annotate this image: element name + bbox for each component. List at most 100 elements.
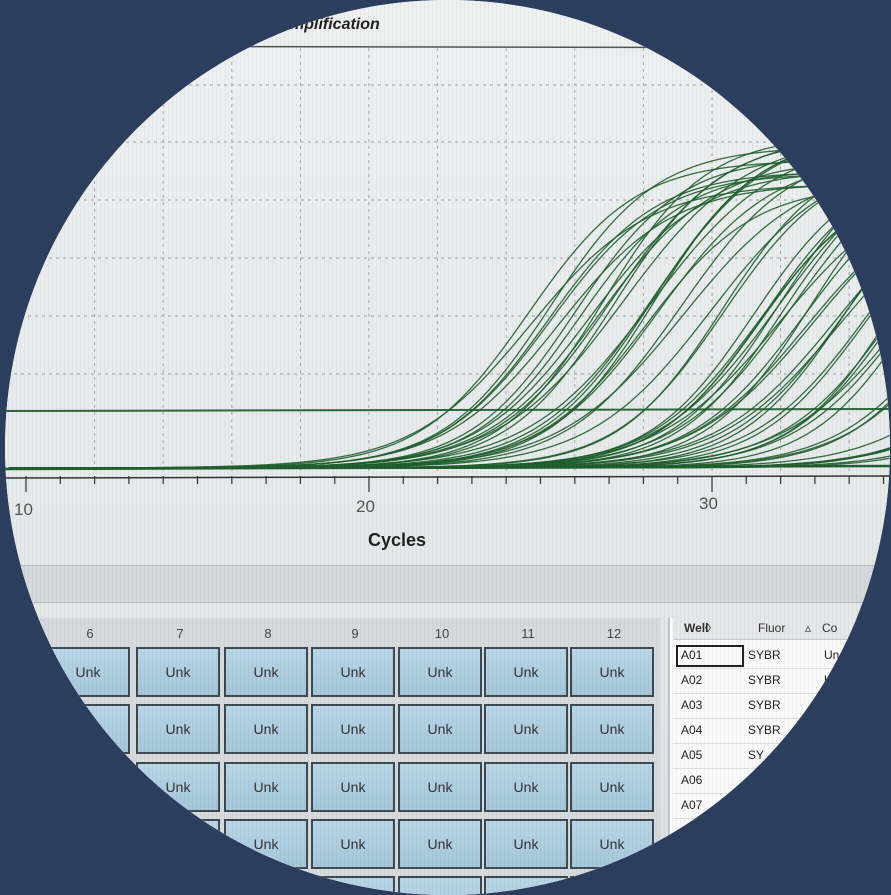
plate-well[interactable]: Unk — [46, 762, 130, 812]
table-row-divider — [673, 693, 890, 694]
col-header-well[interactable]: Well — [684, 621, 709, 635]
table-cell-well[interactable]: A06 — [681, 773, 703, 787]
plate-column-header-7[interactable]: 7 — [176, 626, 184, 641]
amplification-curve-40 — [8, 169, 890, 469]
plate-well[interactable]: Unk — [46, 647, 130, 697]
amplification-curve-4 — [8, 187, 890, 469]
plate-well[interactable]: Unk — [136, 762, 220, 812]
plate-well[interactable]: Unk — [484, 647, 568, 697]
table-row-divider — [673, 818, 890, 819]
plate-well[interactable]: Unk — [46, 819, 130, 869]
monitor-screen: mplification 10 20 30 Cycles 6 7 8 9 10 11 12 U… — [5, 0, 890, 895]
amplification-curve-59 — [8, 323, 890, 469]
table-cell-well[interactable]: A02 — [681, 673, 703, 687]
plate-well[interactable]: Unk — [484, 819, 568, 869]
plate-well[interactable]: Unk — [224, 876, 308, 895]
col-header-content[interactable]: Co — [822, 621, 838, 635]
amplification-curve-14 — [8, 201, 890, 469]
threshold-line — [5, 408, 890, 412]
plate-well[interactable]: Unk — [46, 876, 130, 895]
plate-well[interactable]: Unk — [224, 762, 308, 812]
amplification-curve-42 — [8, 172, 890, 469]
table-cell-fluor[interactable]: SYBR — [748, 673, 781, 687]
table-cell-well[interactable]: A03 — [681, 698, 703, 712]
table-cell-fluor[interactable]: SYBR — [748, 698, 781, 712]
plate-well[interactable]: Unk — [570, 819, 654, 869]
col-header-fluor[interactable]: Fluor — [758, 621, 786, 635]
table-row-divider — [673, 718, 890, 719]
amplification-curve-56 — [8, 159, 890, 469]
table-cell-well[interactable]: A01 — [681, 648, 703, 662]
amplification-curve-1 — [8, 252, 890, 469]
plate-well[interactable]: Unk — [136, 647, 220, 697]
x-tick-20: 20 — [356, 497, 375, 516]
amplification-curve-48 — [8, 284, 890, 469]
table-row-divider — [673, 768, 890, 769]
plot-top-border — [5, 45, 890, 49]
well-table — [668, 618, 890, 895]
x-tick-30: 30 — [699, 494, 718, 513]
plate-column-header-8[interactable]: 8 — [264, 626, 272, 641]
splitter-bar[interactable] — [5, 565, 890, 603]
plate-well[interactable]: Unk — [311, 762, 395, 812]
plate-well[interactable]: Unk — [398, 876, 482, 895]
plate-column-header-6[interactable]: 6 — [86, 626, 94, 641]
baseline-curve-bundle — [5, 464, 890, 471]
plate-well[interactable]: Unk — [136, 704, 220, 754]
amplification-curve-47 — [8, 135, 890, 469]
plate-column-header-10[interactable]: 10 — [434, 626, 450, 641]
plate-well[interactable]: Unk — [136, 819, 220, 869]
plate-column-header-11[interactable]: 11 — [521, 626, 535, 641]
table-cell-content[interactable]: U — [824, 673, 833, 687]
plate-well[interactable]: Unk — [224, 704, 308, 754]
table-cell-well[interactable]: A07 — [681, 798, 703, 812]
plate-well[interactable]: Unk — [570, 876, 654, 895]
table-row-divider — [673, 743, 890, 744]
plate-well[interactable]: Unk — [398, 762, 482, 812]
plate-well[interactable]: Unk — [46, 704, 130, 754]
selected-cell-outline — [676, 645, 744, 667]
amplification-curve-9 — [8, 198, 890, 469]
plate-well[interactable]: Unk — [398, 819, 482, 869]
plate-column-header-12[interactable]: 12 — [606, 626, 622, 641]
plate-well[interactable]: Unk — [484, 876, 568, 895]
photo-circle-mask: mplification 10 20 30 Cycles 6 7 8 9 10 11 12 U… — [5, 0, 890, 895]
x-tick-10: 10 — [14, 500, 33, 519]
table-cell-fluor[interactable]: SYBR — [748, 648, 781, 662]
well-table-header — [673, 617, 890, 640]
amplification-curve-49 — [8, 182, 890, 469]
x-axis-line — [5, 475, 890, 479]
table-row-divider — [673, 793, 890, 794]
amplification-curve-54 — [8, 190, 890, 469]
plate-well[interactable]: Unk — [484, 762, 568, 812]
table-cell-fluor[interactable]: SYBR — [748, 723, 781, 737]
amplification-curve-38 — [8, 160, 890, 469]
table-cell-well[interactable]: A05 — [681, 748, 703, 762]
table-cell-fluor[interactable]: SY — [748, 748, 765, 762]
plate-well[interactable]: Unk — [570, 704, 654, 754]
amplification-curve-3 — [8, 161, 890, 469]
plate-well[interactable]: Unk — [570, 647, 654, 697]
plate-well[interactable]: Unk — [311, 704, 395, 754]
plate-well[interactable]: Unk — [398, 704, 482, 754]
plate-column-header-9[interactable]: 9 — [351, 626, 359, 641]
sort-icon[interactable]: ◊ — [705, 621, 711, 635]
chart-title: mplification — [290, 16, 380, 33]
table-cell-well[interactable]: A04 — [681, 723, 703, 737]
plate-well[interactable]: Unk — [398, 647, 482, 697]
plate-well[interactable]: Unk — [224, 819, 308, 869]
plate-well[interactable]: Unk — [136, 876, 220, 895]
amplification-curve-52 — [8, 170, 890, 469]
amplification-curve-30 — [8, 336, 890, 469]
plate-well[interactable]: Unk — [484, 704, 568, 754]
table-cell-content[interactable]: Un — [824, 648, 840, 662]
plate-well[interactable]: Unk — [311, 819, 395, 869]
plate-well[interactable]: Unk — [311, 876, 395, 895]
amplification-curve-28 — [8, 187, 890, 469]
plate-well[interactable]: Unk — [570, 762, 654, 812]
amplification-curve-24 — [8, 169, 890, 469]
plate-well[interactable]: Unk — [224, 647, 308, 697]
plate-well[interactable]: Unk — [311, 647, 395, 697]
sort-asc-icon[interactable]: ▵ — [805, 621, 812, 635]
amplification-curve-15 — [8, 135, 890, 469]
